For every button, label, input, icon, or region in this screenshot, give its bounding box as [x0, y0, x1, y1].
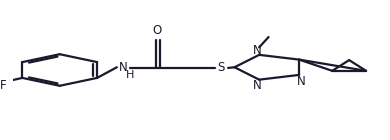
- Text: N: N: [119, 61, 128, 74]
- Text: O: O: [153, 24, 162, 37]
- Text: S: S: [218, 61, 225, 74]
- Text: N: N: [297, 75, 305, 88]
- Text: F: F: [0, 79, 6, 92]
- Text: H: H: [126, 70, 135, 80]
- Text: N: N: [253, 44, 262, 57]
- Text: N: N: [253, 79, 262, 92]
